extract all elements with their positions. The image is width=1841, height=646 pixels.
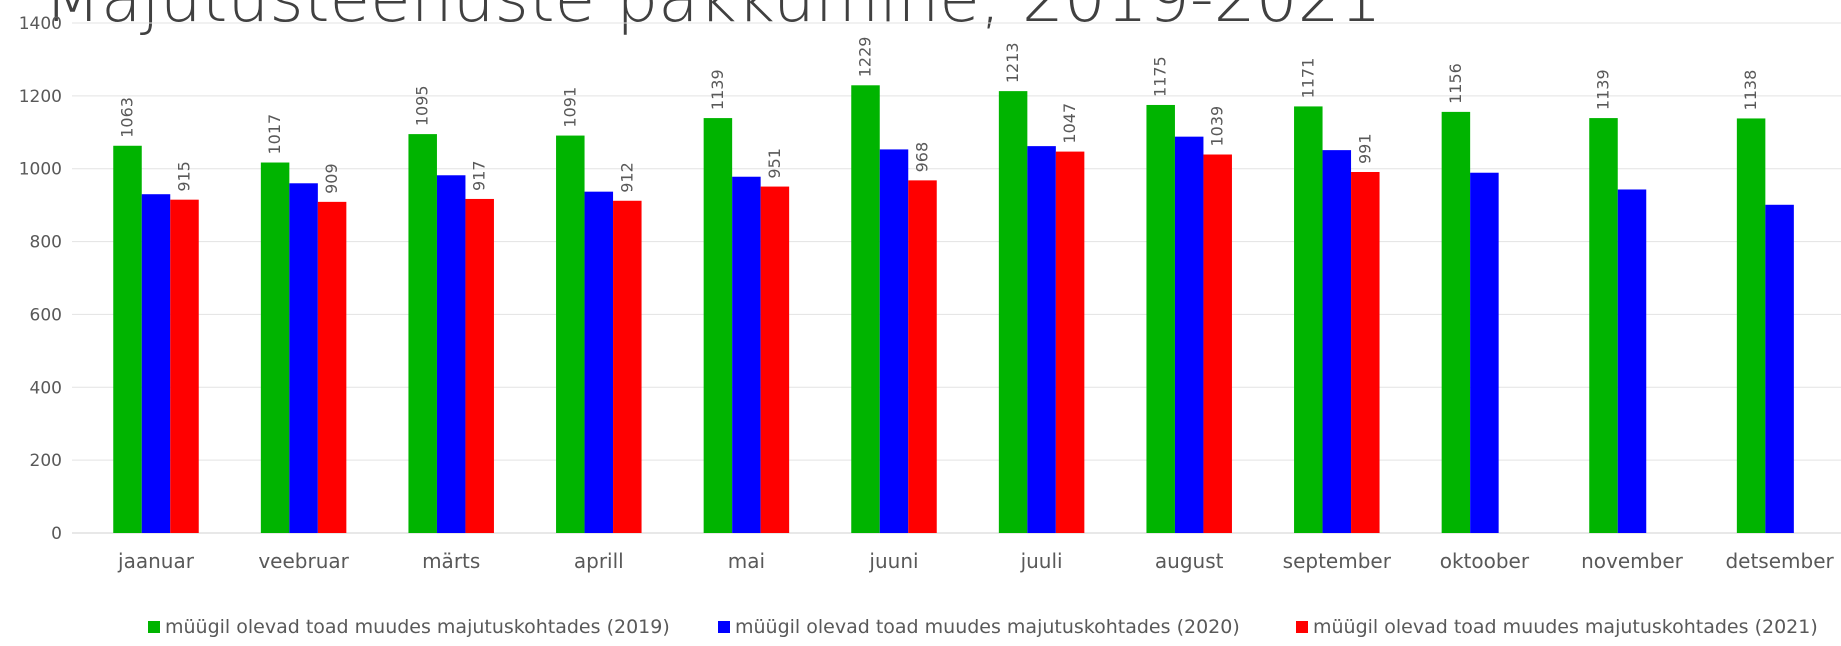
y-tick-label: 1400: [19, 14, 62, 34]
data-label: 968: [913, 142, 932, 173]
bar: [556, 135, 585, 534]
y-tick-label: 1000: [19, 160, 62, 180]
data-label: 915: [175, 161, 194, 192]
bar: [1174, 136, 1204, 533]
data-label: 1139: [708, 69, 727, 110]
y-tick-label: 400: [30, 378, 62, 398]
bar: [1055, 151, 1085, 534]
data-label: 1017: [265, 114, 284, 155]
legend-label: müügil olevad toad muudes majutuskohtade…: [165, 616, 670, 638]
data-label: 912: [617, 162, 636, 193]
chart-title: Majutusteenuste pakkumine, 2019-2021: [44, 0, 1382, 37]
data-label: 1095: [413, 85, 432, 126]
y-tick-label: 1200: [19, 87, 62, 107]
y-tick-label: 600: [30, 305, 62, 325]
bar: [703, 118, 733, 533]
bar: [1027, 146, 1056, 533]
x-category-label: august: [1155, 549, 1224, 573]
bar: [317, 201, 347, 533]
x-category-label: mai: [728, 549, 765, 573]
bar: [1589, 118, 1618, 533]
data-label: 951: [765, 148, 784, 179]
data-label: 1047: [1060, 103, 1079, 144]
bar: [1765, 204, 1794, 533]
bar: [879, 149, 909, 533]
bar: [260, 162, 290, 533]
bar: [141, 194, 171, 533]
data-label: 909: [322, 163, 341, 194]
data-label: 1171: [1298, 58, 1317, 99]
data-label: 991: [1355, 133, 1374, 164]
bar: [613, 200, 642, 533]
y-tick-label: 800: [30, 233, 62, 253]
data-label: 1156: [1446, 63, 1465, 104]
data-label: 1138: [1741, 70, 1760, 111]
bar: [908, 180, 937, 533]
data-label: 1175: [1151, 56, 1170, 97]
bar: [1351, 171, 1380, 533]
legend-swatch: [1296, 621, 1308, 633]
x-category-label: jaanuar: [117, 549, 195, 573]
x-category-label: november: [1581, 549, 1684, 573]
data-label: 1063: [118, 97, 137, 138]
bar: [1470, 172, 1499, 533]
bar: [1146, 104, 1175, 533]
x-category-label: juuni: [868, 549, 918, 573]
bar: [289, 183, 318, 534]
bar: [113, 145, 142, 533]
bar: [436, 175, 466, 533]
bar: [1294, 106, 1323, 534]
x-category-label: oktoober: [1440, 549, 1530, 573]
x-category-label: juuli: [1020, 549, 1063, 573]
bar: [1203, 154, 1232, 533]
legend-label: müügil olevad toad muudes majutuskohtade…: [735, 616, 1240, 638]
data-label: 1139: [1594, 69, 1613, 110]
y-tick-label: 200: [30, 451, 62, 471]
bar: [851, 85, 880, 534]
y-tick-label: 0: [51, 524, 62, 544]
bar: [1322, 150, 1352, 533]
bar: [998, 91, 1028, 533]
x-category-label: veebruar: [258, 549, 349, 573]
bar: [732, 176, 761, 533]
bar: [408, 134, 437, 533]
data-label: 1213: [1003, 42, 1022, 83]
bar: [1617, 189, 1647, 533]
data-label: 1091: [560, 87, 579, 128]
x-category-label: detsember: [1725, 549, 1834, 573]
x-category-label: september: [1283, 549, 1392, 573]
bar: [1441, 111, 1471, 533]
bar: [584, 191, 614, 533]
bar: [465, 198, 494, 533]
bar: [1736, 118, 1766, 533]
data-label: 1039: [1208, 106, 1227, 147]
x-category-label: märts: [422, 549, 480, 573]
legend-label: müügil olevad toad muudes majutuskohtade…: [1313, 616, 1818, 638]
legend-swatch: [148, 621, 160, 633]
legend-swatch: [718, 621, 730, 633]
x-category-label: aprill: [574, 549, 624, 573]
data-label: 917: [470, 160, 489, 191]
data-label: 1229: [856, 37, 875, 78]
bar: [760, 186, 790, 534]
bar: [170, 199, 199, 533]
